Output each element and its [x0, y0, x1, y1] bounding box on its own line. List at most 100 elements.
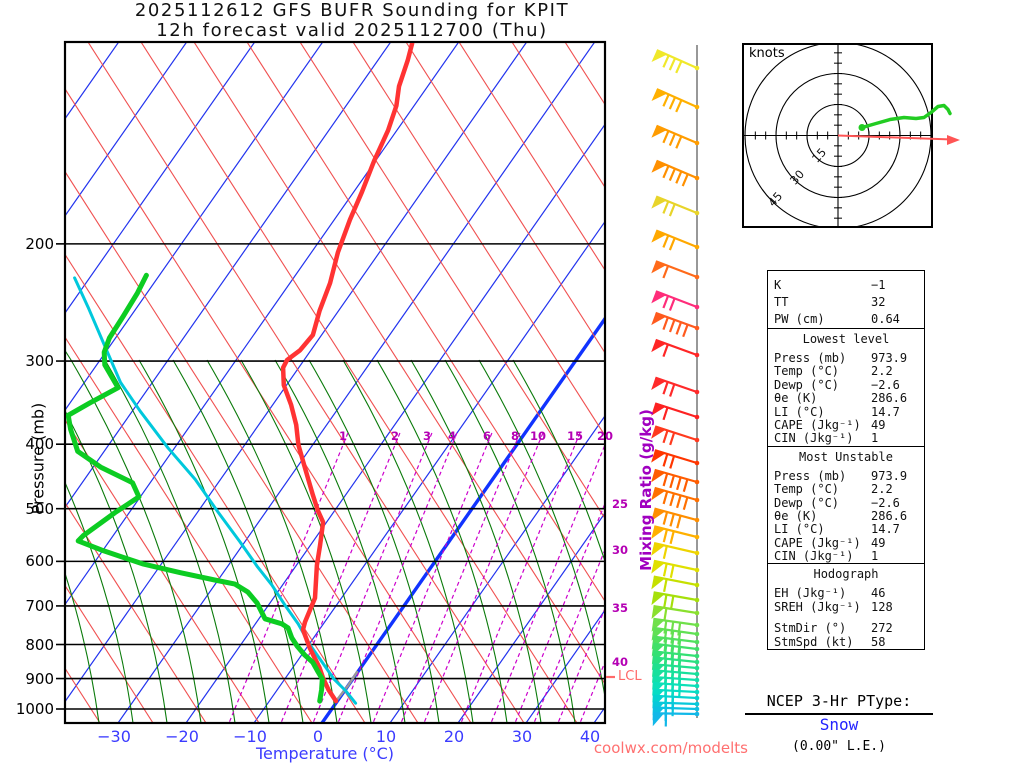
wind-barb — [651, 376, 700, 397]
barb-staff — [652, 701, 698, 706]
barb-base-dot — [694, 659, 700, 665]
barb-pennant — [651, 508, 666, 522]
barb-base-dot — [694, 550, 700, 556]
barb-base-dot — [694, 325, 700, 331]
barb-base-dot — [694, 517, 700, 523]
mixing-ratio-line — [514, 504, 604, 722]
dry-adiabat-line — [66, 89, 472, 722]
hodograph-trace-start — [858, 124, 866, 131]
barb-feather — [662, 545, 668, 559]
barb-feather — [676, 515, 682, 529]
barb-base-dot — [694, 610, 700, 616]
moist-adiabat-line — [240, 359, 372, 722]
barb-base-dot — [694, 671, 700, 677]
plot-border — [63, 40, 607, 725]
barb-feather — [668, 237, 676, 251]
barb-base-dot — [694, 274, 700, 280]
barb-base-dot — [694, 389, 700, 395]
dry-adiabat-line — [299, 43, 604, 518]
temperature-curve — [280, 43, 415, 704]
barb-pennant — [651, 403, 666, 416]
barb-feather — [668, 133, 676, 147]
barb-feather — [663, 578, 668, 593]
dewpoint-curve — [66, 272, 325, 704]
barb-staff — [655, 311, 698, 330]
wind-barb — [651, 507, 700, 529]
barb-pennant — [651, 160, 667, 173]
barb-pennant — [651, 196, 667, 209]
dry-adiabat-line — [87, 43, 525, 722]
barb-pennant — [651, 450, 666, 463]
barb-feather — [662, 381, 669, 395]
wind-barb — [651, 402, 700, 421]
barb-staff — [653, 575, 698, 587]
dry-adiabat-line — [511, 43, 604, 187]
barb-feather — [676, 495, 682, 509]
wind-barb — [651, 575, 700, 593]
barb-base-dot — [694, 695, 700, 701]
barb-feather — [662, 54, 670, 68]
dry-adiabat-line — [66, 337, 313, 722]
dry-adiabat-line — [405, 43, 604, 353]
barb-feather — [669, 564, 675, 578]
curves-layer — [66, 43, 415, 705]
barb-feather — [663, 594, 668, 608]
mixing-ratio-line — [579, 662, 604, 722]
barb-feather — [669, 493, 675, 507]
moist-adiabat-line — [410, 359, 542, 722]
mixing-ratio-line — [280, 432, 401, 722]
barb-base-dot — [694, 683, 700, 689]
barb-feather — [682, 478, 689, 493]
barb-staff — [652, 706, 698, 711]
barb-feather — [662, 200, 670, 214]
barb-base-dot — [694, 65, 700, 71]
barb-pennant — [651, 592, 665, 606]
barb-pennant — [651, 576, 665, 590]
barb-base-dot — [694, 244, 700, 250]
barb-feather — [662, 265, 670, 279]
storm-motion-arrow — [837, 134, 953, 141]
barb-base-dot — [694, 646, 700, 652]
barb-staff — [653, 694, 698, 700]
grid-layer — [0, 43, 604, 723]
barb-staff — [653, 681, 698, 688]
barb-feather — [669, 455, 676, 469]
barb-base-dot — [694, 175, 700, 181]
dry-adiabat-line — [246, 43, 604, 601]
barb-pennant — [651, 487, 666, 501]
barb-feather — [662, 563, 668, 577]
mixing-ratio-line — [337, 432, 458, 722]
wind-barb — [651, 49, 700, 74]
barb-pennant — [651, 560, 665, 574]
barb-pennant — [652, 713, 665, 727]
barb-base-dot — [694, 631, 700, 637]
wind-barb — [651, 425, 700, 446]
barb-pennant — [651, 291, 667, 304]
barb-base-dot — [694, 665, 700, 671]
barb-staff — [653, 675, 698, 682]
wind-barb — [651, 559, 700, 578]
barb-feather — [677, 622, 682, 636]
barb-staff — [655, 338, 698, 357]
wind-barb — [651, 449, 700, 469]
wind-barb — [651, 88, 700, 113]
mixing-ratio-line — [533, 550, 604, 722]
barb-feather — [676, 477, 682, 491]
mixing-ratio-line — [423, 432, 544, 722]
wind-barb — [651, 260, 700, 280]
barb-base-dot — [694, 567, 700, 573]
barb-base-dot — [694, 210, 700, 216]
moist-adiabat-line — [0, 300, 31, 723]
barb-staff — [654, 425, 698, 442]
barb-staff — [654, 525, 698, 539]
barb-base-dot — [694, 104, 700, 110]
barb-base-dot — [694, 639, 700, 645]
moist-adiabat-line — [0, 300, 65, 723]
barb-staff — [654, 468, 698, 484]
moist-adiabat-line — [342, 359, 474, 722]
moist-adiabat-line — [66, 411, 168, 722]
wind-barb-column — [651, 45, 700, 727]
barb-feather — [677, 631, 682, 645]
barb-base-dot — [694, 437, 700, 443]
